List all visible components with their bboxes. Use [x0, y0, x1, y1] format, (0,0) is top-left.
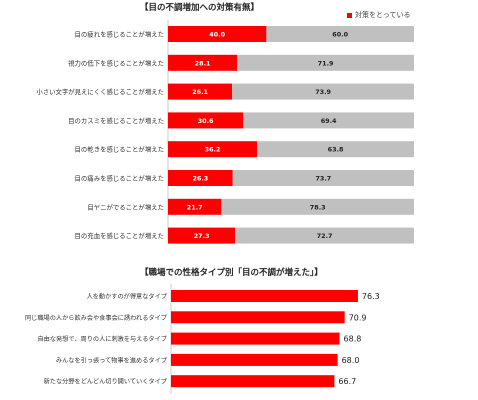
- legend-swatch: [347, 12, 352, 18]
- chart2-category-label: 新たな分野をどんどん切り開いていくタイプ: [44, 378, 168, 386]
- chart1-value-label: 26.1: [192, 88, 208, 96]
- chart1-remainder-label: 72.7: [317, 232, 333, 240]
- chart1-value-label: 36.2: [205, 146, 221, 154]
- chart2-category-label: 同じ職場の人から飲み会や食事会に誘われるタイプ: [25, 314, 168, 322]
- legend-label: 対策をとっている: [355, 11, 411, 19]
- chart2-bar: [171, 353, 338, 366]
- chart1-value-label: 27.3: [194, 232, 210, 240]
- chart1-bar-remainder: [235, 227, 414, 244]
- chart1-category-label: 目の乾きを感じることが増えた: [75, 145, 164, 154]
- chart1-title: 【目の不調増加への対策有無】: [140, 3, 260, 13]
- chart1-bar-measures: [168, 54, 238, 71]
- chart1-bar-remainder: [232, 83, 414, 100]
- chart1-category-label: 目の充血を感じることが増えた: [75, 231, 164, 240]
- chart2-bar: [171, 290, 358, 302]
- chart1-category-label: 目のカスミを感じることが増えた: [68, 116, 164, 125]
- chart2-value-label: 76.3: [362, 292, 380, 301]
- chart1-bar-measures: [168, 170, 233, 186]
- chart1-remainder-label: 60.0: [332, 31, 348, 39]
- chart1-remainder-label: 63.8: [328, 146, 344, 154]
- chart1-bar-remainder: [257, 141, 414, 158]
- chart1-category-label: 小さい文字が見えにくく感じることが増えた: [36, 87, 164, 96]
- chart1-bar-measures: [168, 112, 244, 129]
- chart1-value-label: 40.0: [209, 31, 225, 39]
- chart2-bar: [171, 332, 340, 345]
- chart2-bar: [171, 375, 335, 388]
- chart1-remainder-label: 69.4: [321, 117, 337, 125]
- chart1-value-label: 28.1: [195, 59, 211, 67]
- chart1-legend: 対策をとっている: [347, 10, 410, 20]
- chart2-title: 【職場での性格タイプ別「目の不調が増えた」】: [140, 268, 323, 278]
- chart1-remainder-label: 78.3: [310, 203, 326, 211]
- chart1-bar-remainder: [243, 112, 414, 129]
- chart1-bar-remainder: [266, 26, 414, 42]
- chart1-plot: 目の疲れを感じることが増えた 40.0 60.0 視力の低下を感じることが増えた 28.…: [36, 20, 414, 244]
- chart1-bar-remainder: [232, 170, 414, 186]
- chart1-category-label: 目の疲れを感じることが増えた: [75, 30, 164, 39]
- chart2-category-label: みんなを引っ張って物事を進めるタイプ: [56, 356, 168, 364]
- chart1-remainder-label: 73.9: [315, 88, 331, 96]
- chart1-value-label: 21.7: [187, 203, 203, 211]
- chart2-value-label: 70.9: [349, 313, 367, 322]
- chart1-bar-measures: [168, 83, 233, 100]
- chart1-value-label: 26.3: [192, 175, 208, 183]
- chart2-value-label: 68.8: [344, 335, 362, 344]
- chart2-value-label: 66.7: [338, 377, 356, 386]
- chart2-bar: [171, 311, 345, 324]
- chart2-category-label: 自由な発想で、周りの人に刺激を与えるタイプ: [37, 335, 167, 343]
- chart1-remainder-label: 73.7: [315, 175, 331, 183]
- chart1-bar-remainder: [221, 198, 414, 215]
- chart1-bar-measures: [168, 141, 258, 158]
- chart1-category-label: 視力の低下を感じることが増えた: [68, 58, 164, 67]
- chart1-bar-measures: [168, 26, 267, 42]
- chart1-value-label: 30.6: [198, 117, 214, 125]
- chart1-bar-remainder: [237, 54, 414, 71]
- chart1-category-label: 目の痛みを感じることが増えた: [75, 174, 164, 183]
- chart2-category-label: 人を動かすのが得意なタイプ: [87, 293, 168, 301]
- chart1-bar-measures: [168, 227, 236, 244]
- chart1-category-label: 目ヤニがでることが増えた: [87, 202, 164, 211]
- chart1-bar-measures: [168, 198, 222, 215]
- chart1-remainder-label: 71.9: [318, 59, 334, 67]
- chart2-value-label: 68.0: [342, 356, 360, 365]
